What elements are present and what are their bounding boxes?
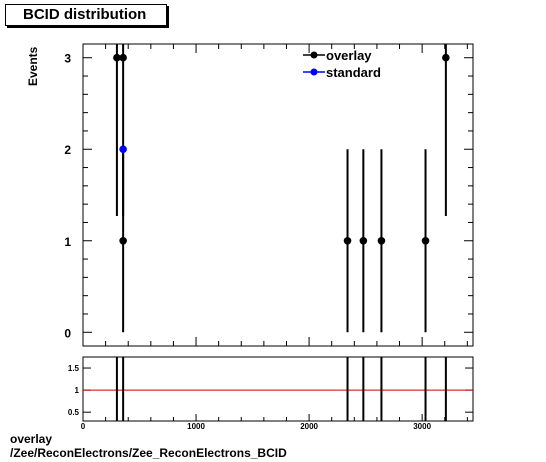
x-tick-label: 2000 — [300, 422, 318, 431]
x-tick-label: 0 — [81, 422, 86, 431]
ratio-markers — [115, 357, 447, 421]
ratio-y-tick-label: 0.5 — [68, 408, 80, 417]
main-y-tick-label: 3 — [64, 52, 71, 66]
point-overlay — [113, 53, 121, 62]
point-overlay — [343, 236, 352, 245]
legend-overlay-label: overlay — [326, 48, 372, 63]
x-tick-label: 3000 — [413, 422, 431, 431]
ratio-y-tick-label: 1.5 — [68, 364, 80, 373]
point-overlay — [421, 236, 430, 245]
main-data-points — [113, 44, 450, 333]
point-overlay — [377, 236, 386, 245]
point-overlay — [359, 236, 368, 245]
legend-overlay-marker — [310, 51, 318, 59]
ratio-y-tick-label: 1 — [75, 386, 80, 395]
main-y-tick-label: 1 — [64, 235, 71, 249]
point-overlay — [119, 53, 127, 62]
chart-title: BCID distribution — [5, 4, 167, 26]
legend: overlay standard — [303, 48, 381, 80]
ratio-frame — [82, 356, 474, 422]
point-overlay — [119, 236, 127, 245]
main-y-tick-label: 2 — [64, 143, 71, 157]
legend-standard-marker — [310, 68, 318, 76]
footer-line-1: overlay — [10, 432, 53, 446]
legend-standard-label: standard — [326, 65, 381, 80]
main-y-tick-label: 0 — [64, 326, 71, 340]
y-axis-title: Events — [26, 46, 40, 86]
footer-line-2: /Zee/ReconElectrons/Zee_ReconElectrons_B… — [10, 446, 287, 460]
main-y-axis: 0 1 2 3 — [64, 52, 473, 340]
main-frame — [82, 43, 474, 347]
x-tick-label: 1000 — [187, 422, 205, 431]
point-overlay — [442, 53, 450, 62]
x-axis: 0 1000 2000 3000 — [81, 44, 468, 431]
point-standard — [119, 145, 127, 154]
